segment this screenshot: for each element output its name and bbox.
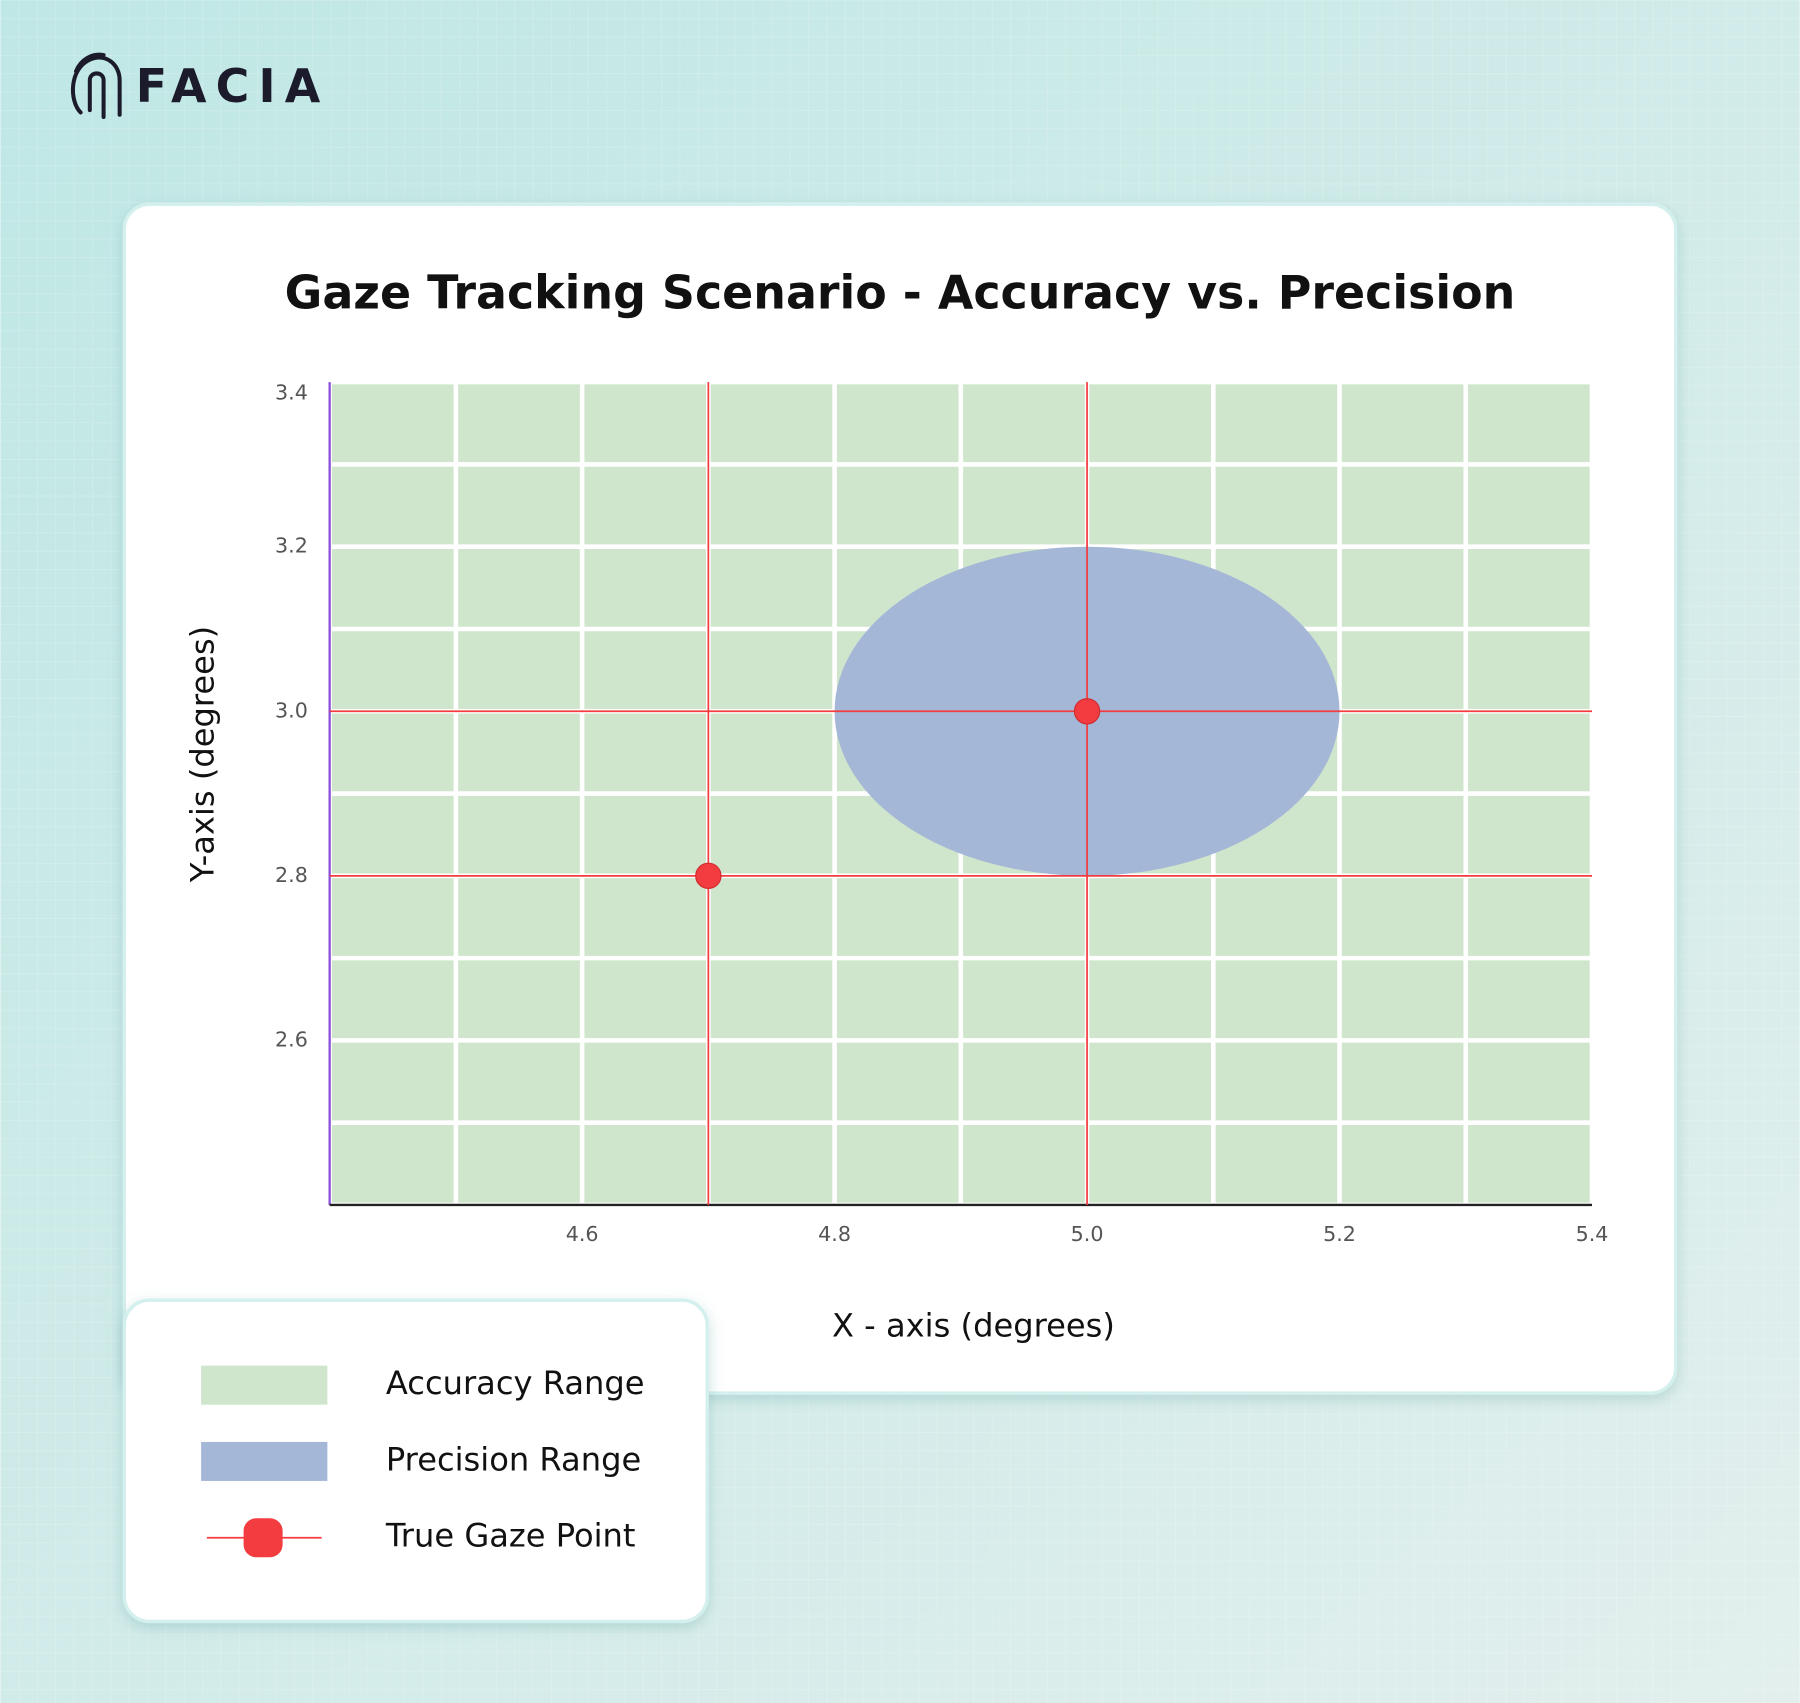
legend-swatch (201, 1441, 328, 1481)
legend: Accuracy Range Precision Range True Gaze P… (201, 1364, 645, 1558)
legend-marker (243, 1518, 283, 1558)
logo-text: FACIA (136, 59, 330, 113)
y-axis-label: Y-axis (degrees) (184, 626, 222, 883)
x-axis-label: X - axis (degrees) (832, 1307, 1115, 1345)
x-tick-label: 4.8 (818, 1222, 851, 1246)
y-tick-label: 2.6 (275, 1027, 308, 1051)
gaze-point (695, 862, 722, 890)
chart-title: Gaze Tracking Scenario - Accuracy vs. Pr… (285, 266, 1516, 320)
legend-label: Precision Range (386, 1440, 641, 1478)
y-tick-label: 2.8 (275, 863, 308, 887)
x-tick-label: 5.2 (1323, 1222, 1356, 1246)
legend-label: True Gaze Point (385, 1517, 636, 1555)
legend-swatch (201, 1365, 328, 1405)
gaze-point (1073, 698, 1101, 725)
y-tick-label: 3.2 (275, 534, 308, 558)
logo-icon (70, 52, 122, 120)
x-tick-label: 5.0 (1071, 1222, 1104, 1246)
y-tick-label: 3.4 (275, 381, 308, 405)
y-tick-label: 3.0 (275, 698, 308, 722)
x-tick-label: 4.6 (566, 1222, 599, 1246)
plot-area: 4.6 4.8 5.0 5.2 5.4 2.6 2.8 3.0 3.2 3.4 (275, 379, 1609, 1246)
legend-label: Accuracy Range (386, 1364, 645, 1402)
x-tick-label: 5.4 (1576, 1222, 1609, 1246)
